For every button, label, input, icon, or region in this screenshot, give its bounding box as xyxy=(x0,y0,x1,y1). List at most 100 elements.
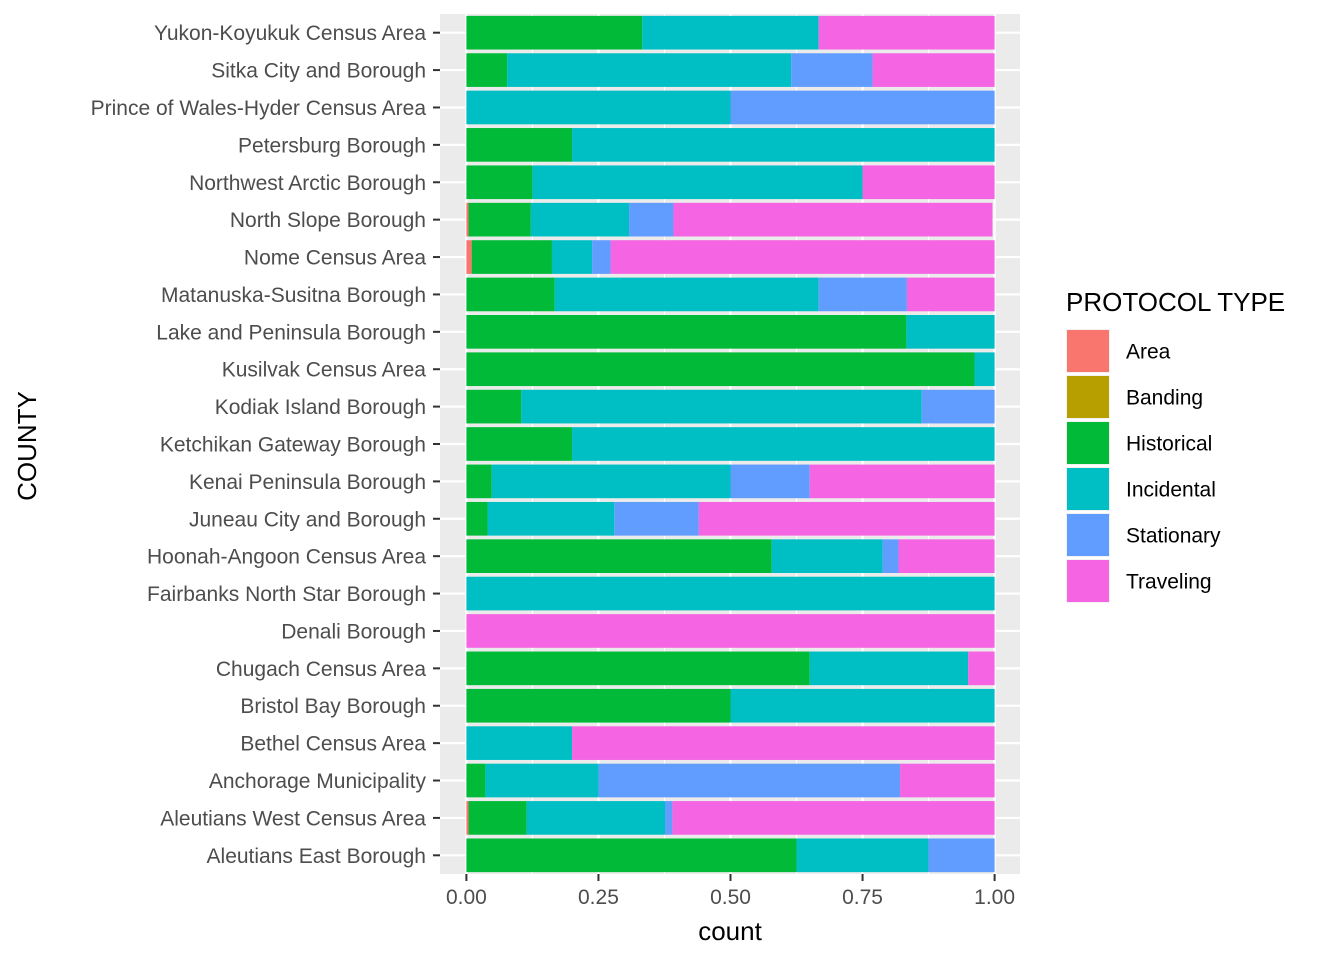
y-tick-label: Petersburg Borough xyxy=(238,134,426,157)
y-tick-label: Aleutians East Borough xyxy=(207,845,426,868)
y-tick-label: Ketchikan Gateway Borough xyxy=(160,434,426,457)
bar-segment-stationary xyxy=(791,53,873,87)
bar-segment-stationary xyxy=(629,202,674,237)
bar-segment-traveling xyxy=(572,726,995,760)
x-tick-label: 0.75 xyxy=(842,886,883,909)
legend-label-stationary: Stationary xyxy=(1126,525,1221,548)
bar-segment-incidental xyxy=(771,539,883,573)
bar-segment-historical xyxy=(466,53,508,87)
bar-segment-historical xyxy=(468,202,531,237)
bar-segment-historical xyxy=(466,688,731,723)
bar-segment-stationary xyxy=(921,389,995,424)
bar-segment-incidental xyxy=(526,801,666,835)
bar-segment-stationary xyxy=(730,90,995,125)
legend: PROTOCOL TYPE Area Banding Historical Incid… xyxy=(1066,287,1285,603)
bar-segment-incidental xyxy=(554,277,819,312)
bar-segment-incidental xyxy=(730,688,995,723)
bar-segment-stationary xyxy=(665,801,673,835)
bar-segment-traveling xyxy=(900,763,995,798)
legend-label-incidental: Incidental xyxy=(1126,479,1216,502)
bar-segment-incidental xyxy=(521,389,922,424)
legend-label-historical: Historical xyxy=(1126,433,1212,456)
bar-segment-incidental xyxy=(530,202,630,237)
bar-segment-area xyxy=(466,202,469,237)
legend-title: PROTOCOL TYPE xyxy=(1066,287,1285,317)
x-tick-label: 1.00 xyxy=(974,886,1015,909)
bar-segment-incidental xyxy=(485,763,599,798)
legend-label-banding: Banding xyxy=(1126,387,1203,410)
legend-swatch-area xyxy=(1067,330,1109,372)
bar-segment-traveling xyxy=(906,277,995,312)
bars xyxy=(466,15,995,873)
bar-segment-historical xyxy=(466,427,573,461)
bar-segment-incidental xyxy=(572,427,995,461)
bar-segment-stationary xyxy=(614,501,699,536)
bar-segment-traveling xyxy=(818,15,995,50)
legend-swatch-incidental xyxy=(1067,468,1109,510)
bar-segment-historical xyxy=(466,539,772,573)
bar-segment-incidental xyxy=(532,165,863,200)
bar-segment-historical xyxy=(466,464,492,499)
bar-segment-stationary xyxy=(592,240,611,274)
bar-segment-incidental xyxy=(487,501,615,536)
bar-segment-incidental xyxy=(491,464,731,499)
bar-segment-historical xyxy=(466,315,907,349)
bar-segment-historical xyxy=(466,277,555,312)
bar-segment-historical xyxy=(466,651,810,686)
bar-segment-incidental xyxy=(466,576,995,611)
legend-swatch-historical xyxy=(1067,422,1109,464)
y-tick-label: Hoonah-Angoon Census Area xyxy=(147,546,426,569)
legend-label-traveling: Traveling xyxy=(1126,571,1212,594)
y-tick-label: Juneau City and Borough xyxy=(189,508,426,531)
bar-segment-historical xyxy=(466,501,488,536)
bar-segment-historical xyxy=(466,128,573,162)
bar-segment-traveling xyxy=(672,801,995,835)
bar-segment-stationary xyxy=(730,464,810,499)
bar-segment-historical xyxy=(466,389,522,424)
x-axis-title: count xyxy=(698,916,762,946)
x-tick-label: 0.25 xyxy=(578,886,619,909)
bar-segment-historical xyxy=(466,763,486,798)
bar-segment-stationary xyxy=(598,763,901,798)
bar-segment-stationary xyxy=(818,277,907,312)
bar-segment-area xyxy=(466,240,472,274)
x-tick-label: 0.50 xyxy=(710,886,751,909)
bar-segment-traveling xyxy=(968,651,995,686)
bar-segment-incidental xyxy=(466,726,573,760)
bar-segment-traveling xyxy=(673,202,993,237)
y-axis: Aleutians East Borough Aleutians West Cen… xyxy=(91,22,440,868)
legend-swatch-traveling xyxy=(1067,560,1109,602)
y-tick-label: Yukon-Koyukuk Census Area xyxy=(154,22,426,45)
y-tick-label: Matanuska-Susitna Borough xyxy=(161,284,426,307)
x-axis: 0.00 0.25 0.50 0.75 1.00 xyxy=(446,874,1015,909)
y-tick-label: Prince of Wales-Hyder Census Area xyxy=(91,97,427,120)
y-tick-label: Aleutians West Census Area xyxy=(160,807,426,830)
bar-segment-incidental xyxy=(466,90,731,125)
bar-segment-incidental xyxy=(796,838,929,873)
y-tick-label: Kenai Peninsula Borough xyxy=(189,471,426,494)
y-tick-label: Bethel Census Area xyxy=(240,733,426,756)
x-tick-label: 0.00 xyxy=(446,886,487,909)
legend-label-area: Area xyxy=(1126,341,1171,364)
y-tick-label: Denali Borough xyxy=(281,620,426,643)
bar-segment-incidental xyxy=(642,15,819,50)
y-tick-label: Kodiak Island Borough xyxy=(215,396,426,419)
bar-segment-traveling xyxy=(809,464,995,499)
bar-segment-traveling xyxy=(610,240,995,274)
y-tick-label: Kusilvak Census Area xyxy=(222,359,427,382)
y-tick-label: Lake and Peninsula Borough xyxy=(156,321,426,344)
y-tick-label: Nome Census Area xyxy=(244,247,426,270)
y-tick-label: Sitka City and Borough xyxy=(211,60,426,83)
bar-segment-incidental xyxy=(572,128,995,162)
y-tick-label: Fairbanks North Star Borough xyxy=(147,583,426,606)
bar-segment-incidental xyxy=(974,352,995,387)
bar-segment-historical xyxy=(466,352,975,387)
bar-segment-traveling xyxy=(698,501,995,536)
legend-swatch-banding xyxy=(1067,376,1109,418)
bar-segment-traveling xyxy=(872,53,995,87)
bar-segment-historical xyxy=(466,165,533,200)
y-tick-label: Northwest Arctic Borough xyxy=(189,172,426,195)
bar-segment-historical xyxy=(466,838,797,873)
y-tick-label: Bristol Bay Borough xyxy=(240,695,426,718)
